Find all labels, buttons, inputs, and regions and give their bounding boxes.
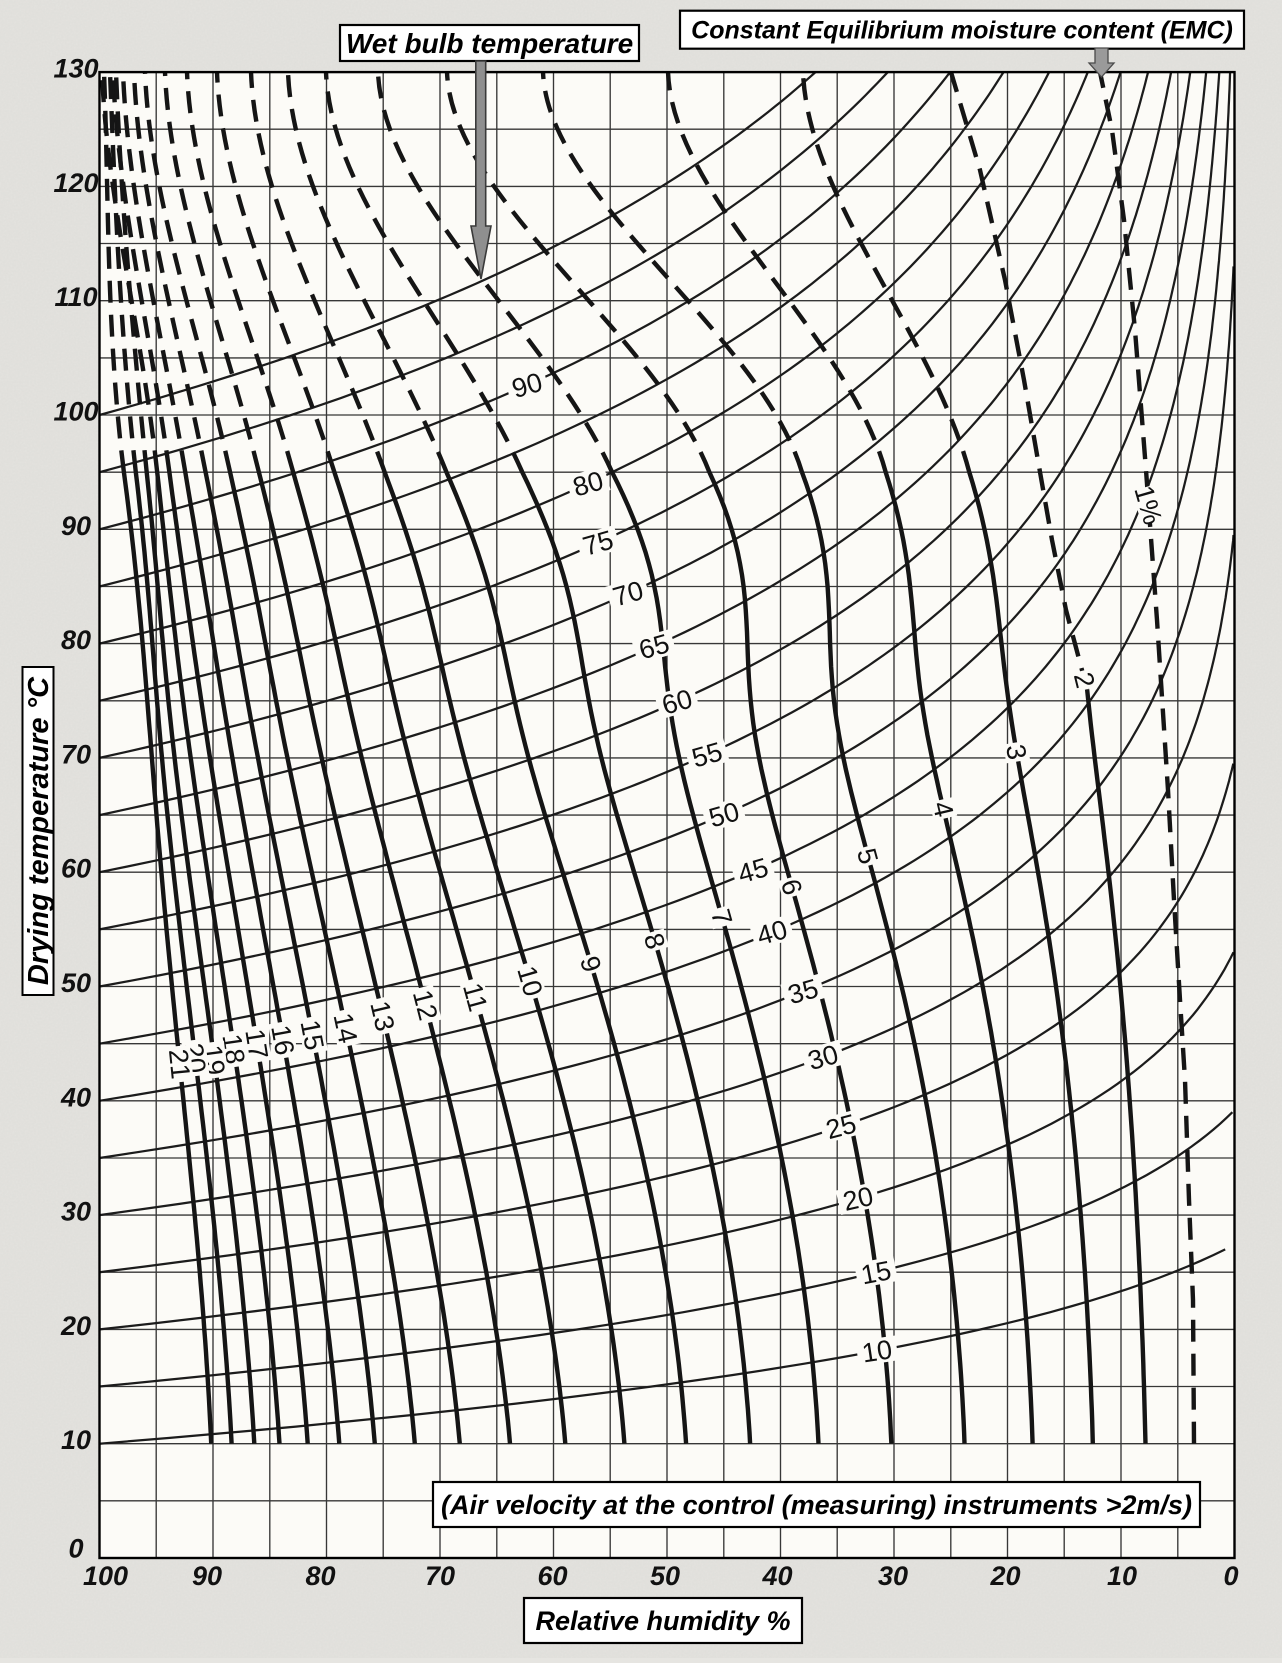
svg-text:12: 12 — [407, 987, 444, 1024]
svg-text:100: 100 — [83, 1561, 128, 1591]
svg-text:40: 40 — [60, 1082, 91, 1112]
svg-text:50: 50 — [61, 968, 91, 998]
svg-text:60: 60 — [537, 1561, 567, 1591]
svg-text:15: 15 — [295, 1017, 330, 1052]
svg-text:2: 2 — [1068, 669, 1101, 691]
svg-text:30: 30 — [61, 1197, 91, 1227]
svg-text:20: 20 — [60, 1311, 91, 1341]
svg-text:90: 90 — [192, 1561, 222, 1591]
svg-text:0: 0 — [68, 1534, 83, 1564]
svg-text:14: 14 — [327, 1010, 363, 1046]
svg-text:13: 13 — [364, 998, 400, 1034]
svg-text:50: 50 — [650, 1561, 680, 1591]
svg-text:21: 21 — [163, 1048, 196, 1081]
svg-text:30: 30 — [878, 1561, 908, 1591]
svg-text:60: 60 — [61, 854, 91, 884]
svg-text:120: 120 — [53, 168, 98, 198]
svg-text:90: 90 — [61, 511, 91, 541]
svg-text:Drying temperature °C: Drying temperature °C — [23, 676, 55, 985]
svg-text:15: 15 — [859, 1255, 894, 1290]
svg-text:16: 16 — [265, 1023, 300, 1058]
svg-text:70: 70 — [425, 1561, 455, 1591]
svg-text:4: 4 — [927, 798, 960, 819]
svg-text:(Air velocity at the control (: (Air velocity at the control (measuring)… — [441, 1490, 1192, 1520]
svg-text:Constant Equilibrium moisture: Constant Equilibrium moisture content (E… — [691, 17, 1233, 45]
svg-text:130: 130 — [53, 54, 98, 84]
svg-text:10: 10 — [860, 1334, 894, 1368]
svg-text:10: 10 — [1107, 1561, 1137, 1591]
svg-text:100: 100 — [53, 397, 98, 427]
svg-text:20: 20 — [840, 1181, 876, 1217]
svg-text:110: 110 — [54, 282, 97, 312]
svg-text:10: 10 — [61, 1425, 91, 1455]
svg-text:70: 70 — [61, 739, 91, 769]
svg-text:80: 80 — [305, 1561, 335, 1591]
svg-text:0: 0 — [1223, 1561, 1238, 1591]
svg-text:3: 3 — [1000, 742, 1032, 762]
svg-text:40: 40 — [761, 1561, 792, 1591]
svg-text:Relative humidity %: Relative humidity % — [535, 1606, 790, 1636]
svg-text:25: 25 — [823, 1108, 860, 1145]
svg-text:80: 80 — [61, 625, 91, 655]
svg-text:Wet bulb temperature: Wet bulb temperature — [346, 28, 633, 59]
svg-text:20: 20 — [989, 1561, 1020, 1591]
